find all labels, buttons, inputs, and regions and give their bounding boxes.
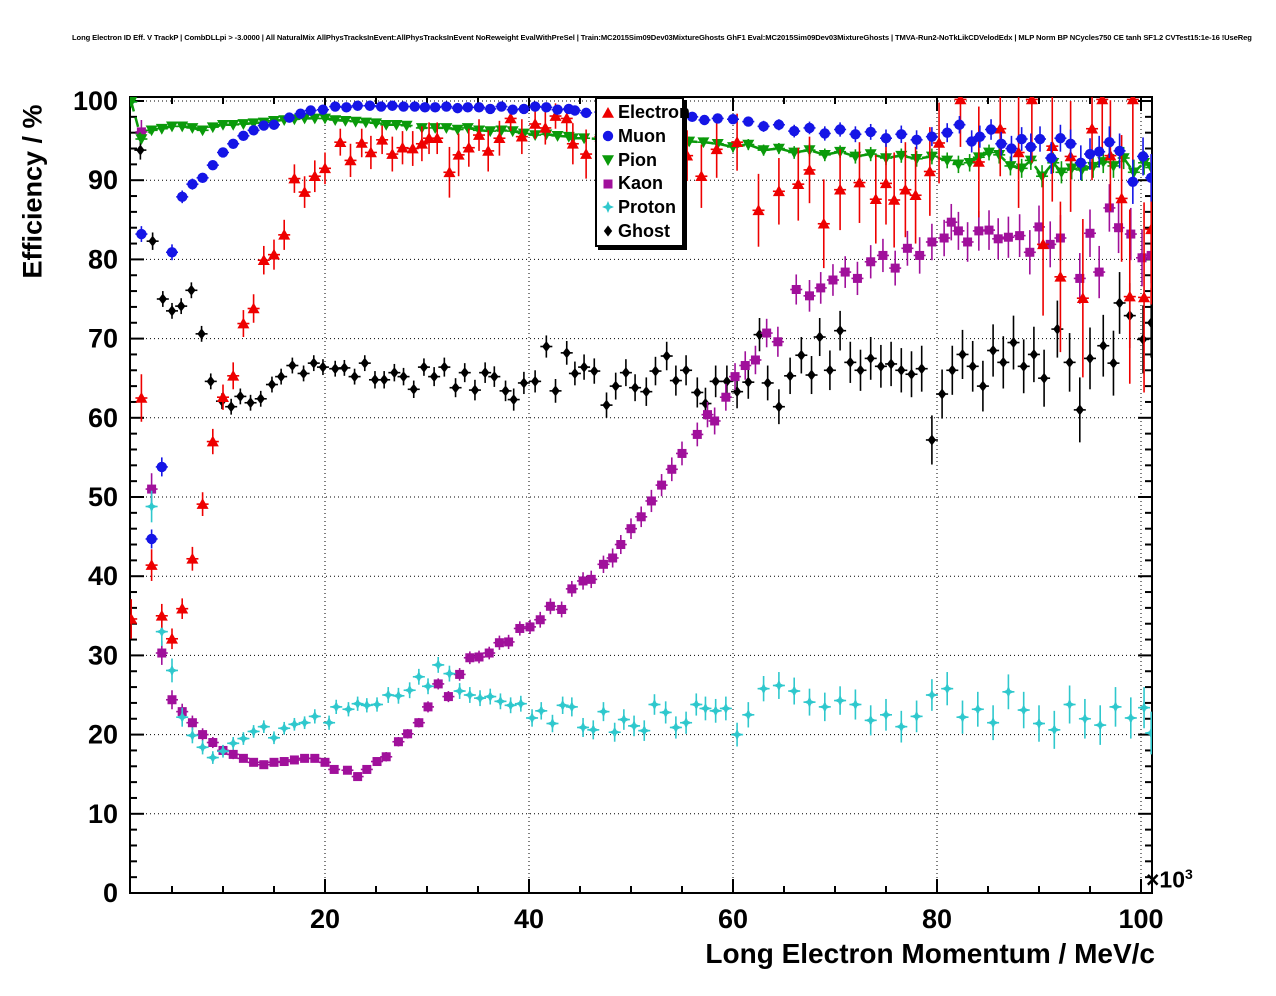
y-tick-label: 80 <box>88 244 118 274</box>
y-tick-label: 60 <box>88 403 118 433</box>
grid <box>130 97 1152 893</box>
series-ghost <box>134 140 1152 465</box>
axis-tick-labels: 0 10 20 30 40 50 60 70 80 90 100 20 40 60 80 100 <box>73 86 1164 934</box>
triangle-up-icon <box>602 106 614 118</box>
diamond-icon <box>603 225 613 237</box>
legend-label: Proton <box>618 196 676 217</box>
square-icon <box>603 179 613 189</box>
x-tick-label: 100 <box>1118 904 1163 934</box>
series-proton <box>130 97 1152 764</box>
legend-label: Ghost <box>618 220 670 241</box>
star4-icon <box>602 201 614 214</box>
legend-item-ghost: Ghost <box>600 220 682 243</box>
x-tick-label: 60 <box>718 904 748 934</box>
data-series <box>130 97 1152 782</box>
legend-label: Pion <box>618 149 657 170</box>
y-tick-label: 90 <box>88 165 118 195</box>
legend-item-kaon: Kaon <box>600 172 682 195</box>
legend-label: Muon <box>618 125 666 146</box>
circle-icon <box>602 131 614 142</box>
legend-label: Kaon <box>618 173 663 194</box>
y-tick-label: 70 <box>88 324 118 354</box>
plot-title: Long Electron ID Eff. V TrackP | CombDLL… <box>72 33 1252 42</box>
legend-item-proton: Proton <box>600 196 682 219</box>
legend-box: Electron Muon Pion Kaon Proton Ghost <box>595 97 690 247</box>
y-tick-label: 100 <box>73 86 118 116</box>
x-axis-title: Long Electron Momentum / MeV/c <box>705 938 1155 969</box>
y-tick-label: 40 <box>88 561 118 591</box>
y-tick-label: 10 <box>88 799 118 829</box>
x-tick-label: 20 <box>310 904 340 934</box>
y-tick-label: 20 <box>88 720 118 750</box>
x-axis-multiplier: ×103 <box>1146 866 1193 893</box>
legend-item-electron: Electron <box>600 101 690 124</box>
series-pion <box>130 97 1152 188</box>
legend-item-pion: Pion <box>600 149 682 172</box>
legend-label: Electron <box>618 102 691 123</box>
legend-item-muon: Muon <box>600 125 682 148</box>
y-tick-label: 50 <box>88 482 118 512</box>
triangle-down-icon <box>602 155 614 167</box>
series-electron <box>130 97 1152 650</box>
y-axis-title: Efficiency / % <box>17 104 48 279</box>
x-tick-label: 80 <box>922 904 952 934</box>
y-tick-label: 30 <box>88 640 118 670</box>
y-tick-label: 0 <box>103 878 118 908</box>
x-tick-label: 40 <box>514 904 544 934</box>
series-kaon <box>135 120 1152 782</box>
